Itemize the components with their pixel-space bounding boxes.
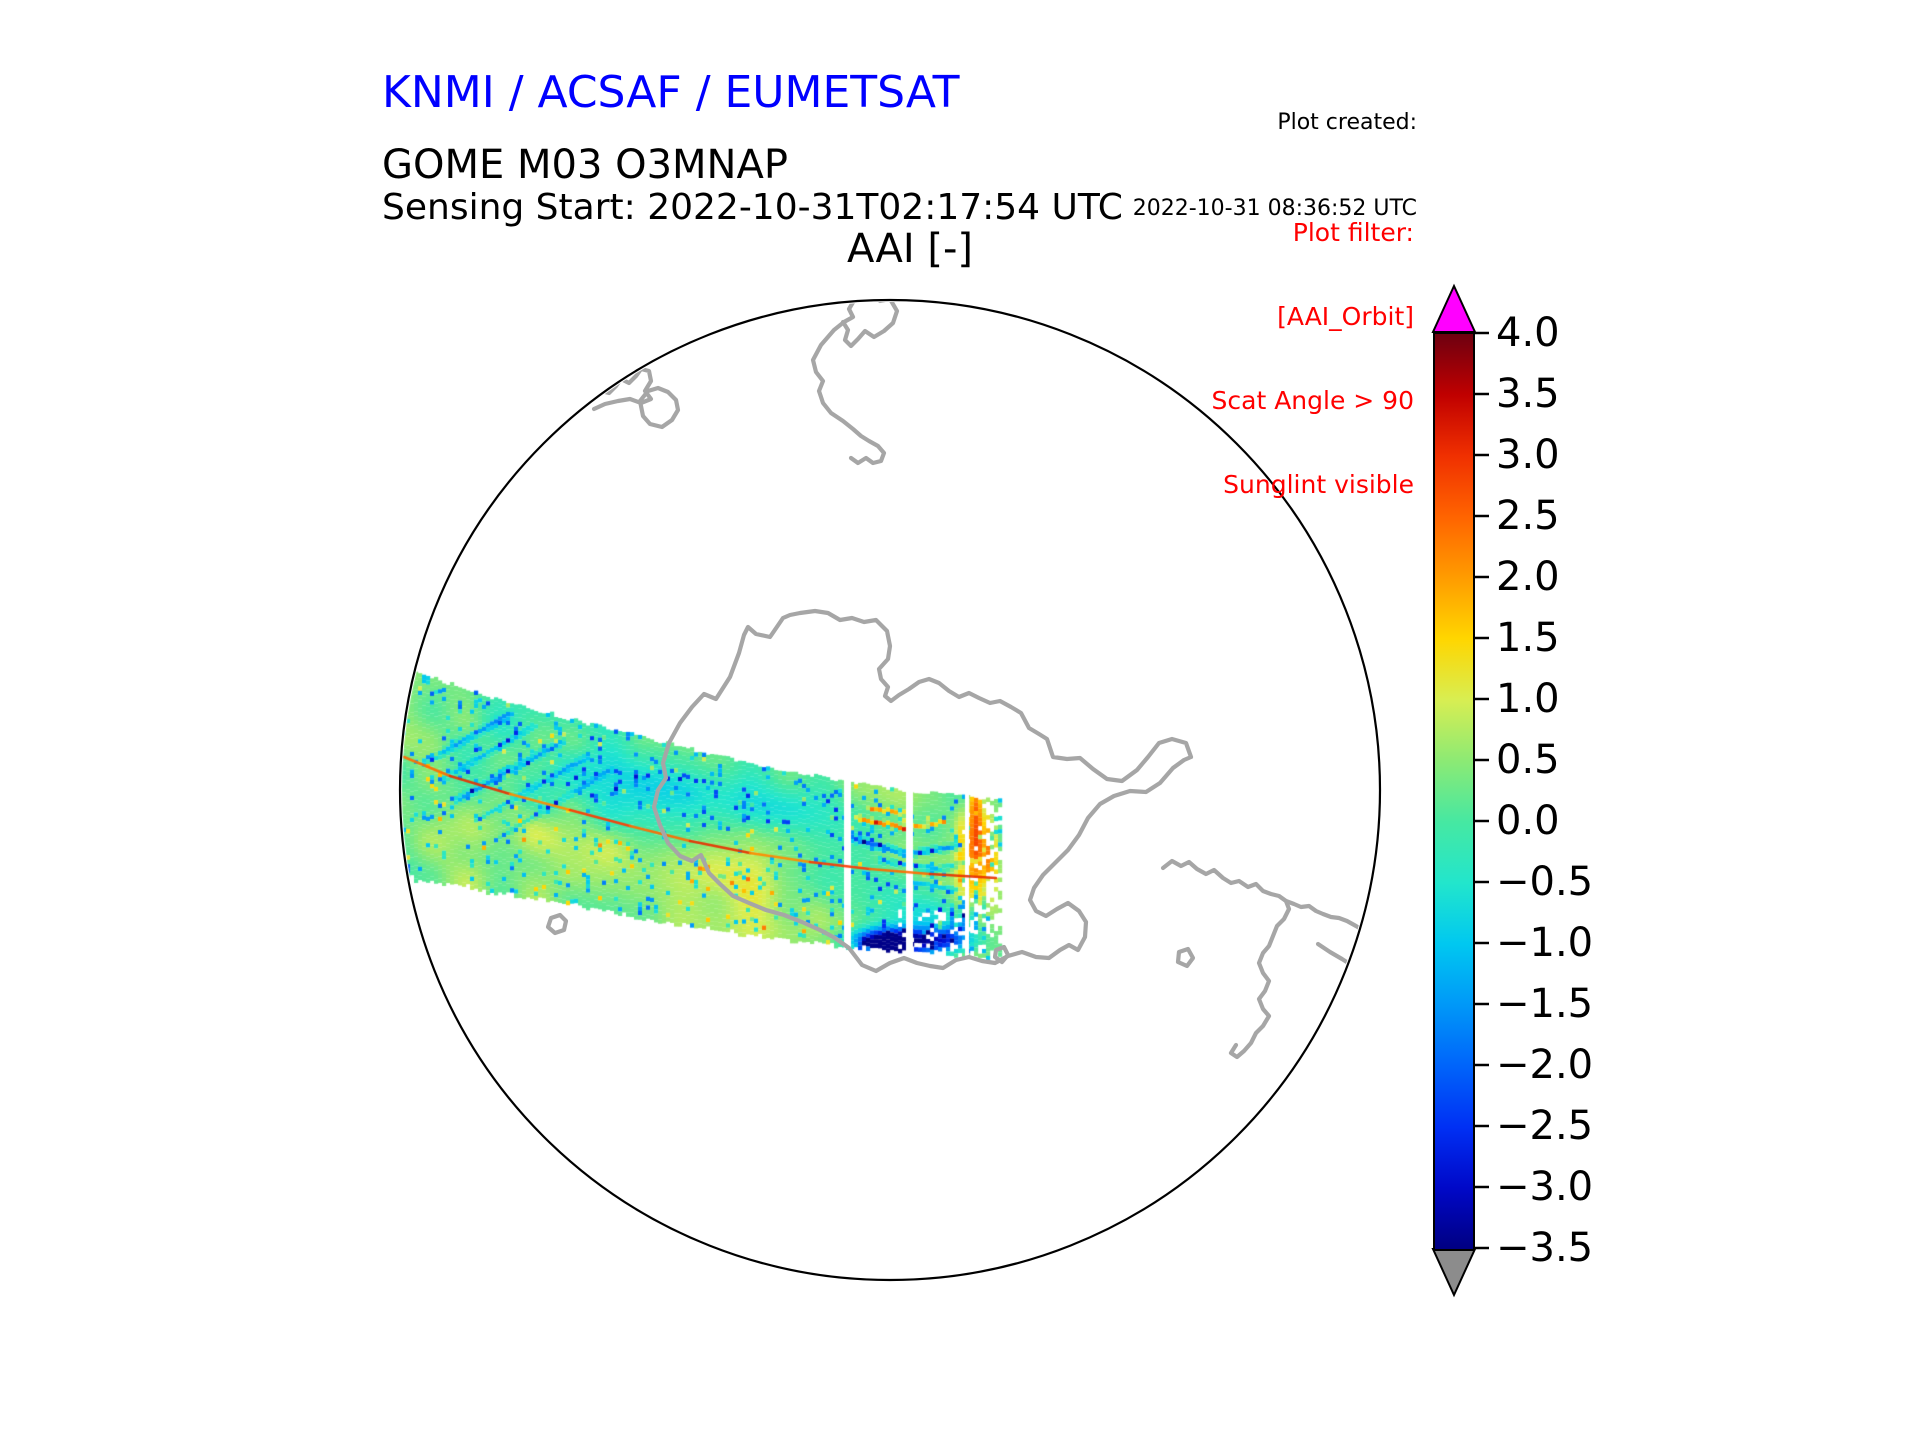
filter-line: [AAI_Orbit] (1277, 302, 1414, 331)
colorbar-under-arrow (1431, 1248, 1477, 1298)
colorbar-tick-label: −2.0 (1496, 1042, 1594, 1088)
plot-filter-block: Plot filter: [AAI_Orbit] Scat Angle > 90… (1212, 163, 1414, 555)
colorbar-tick-label: −3.0 (1496, 1164, 1594, 1210)
coastline-small-island-se (992, 944, 1011, 965)
colorbar-tick-label: −3.5 (1496, 1225, 1594, 1271)
brand-title: KNMI / ACSAF / EUMETSAT (382, 67, 960, 118)
colorbar-tick-label: 4.0 (1496, 310, 1560, 356)
colorbar-tick-label: −1.5 (1496, 981, 1594, 1027)
colorbar-tick-label: 1.5 (1496, 615, 1560, 661)
colorbar-tick-label: 3.0 (1496, 432, 1560, 478)
sensing-start-line: Sensing Start: 2022-10-31T02:17:54 UTC (382, 187, 1123, 228)
coastline-antarctica (651, 608, 1194, 974)
coastline-tiny-island (545, 912, 569, 936)
coastline-new-zealand-south (810, 302, 887, 466)
colorbar-tick-label: −1.0 (1496, 920, 1594, 966)
coastline-south-america-coast (1160, 858, 1367, 934)
colorbar (1433, 332, 1475, 1251)
coastline-cape-island (1175, 946, 1196, 969)
coastline-new-zealand-north (840, 302, 900, 349)
colorbar-tick-label: 2.0 (1496, 554, 1560, 600)
colorbar-ticks (1475, 331, 1489, 1250)
colorbar-tick-label: −0.5 (1496, 859, 1594, 905)
colorbar-tick-label: −2.5 (1496, 1103, 1594, 1149)
colorbar-tick-label: 3.5 (1496, 371, 1560, 417)
coastline-tasmania-edge (581, 366, 654, 412)
colorbar-tick-label: 1.0 (1496, 676, 1560, 722)
plot-created-label: Plot created: (1277, 110, 1417, 136)
product-title: GOME M03 O3MNAP (382, 142, 788, 188)
filter-line: Plot filter: (1292, 218, 1414, 247)
map-title: AAI [-] (847, 226, 973, 272)
colorbar-tick-label: 2.5 (1496, 493, 1560, 539)
coastlines (545, 302, 1367, 1060)
coastline-oval-island (637, 385, 681, 430)
filter-line: Scat Angle > 90 (1211, 386, 1414, 415)
globe-outline (398, 298, 1382, 1282)
colorbar-tick-label: 0.5 (1496, 737, 1560, 783)
plot-created-time: 2022-10-31 08:36:52 UTC (1132, 195, 1417, 221)
colorbar-tick-label: 0.0 (1496, 798, 1560, 844)
filter-line: Sunglint visible (1223, 470, 1414, 499)
plot-created-block: Plot created: 2022-10-31 08:36:52 UTC (1133, 52, 1417, 281)
coastline-tierra-del-fuego (1228, 898, 1292, 1060)
colorbar-over-arrow (1431, 283, 1477, 333)
